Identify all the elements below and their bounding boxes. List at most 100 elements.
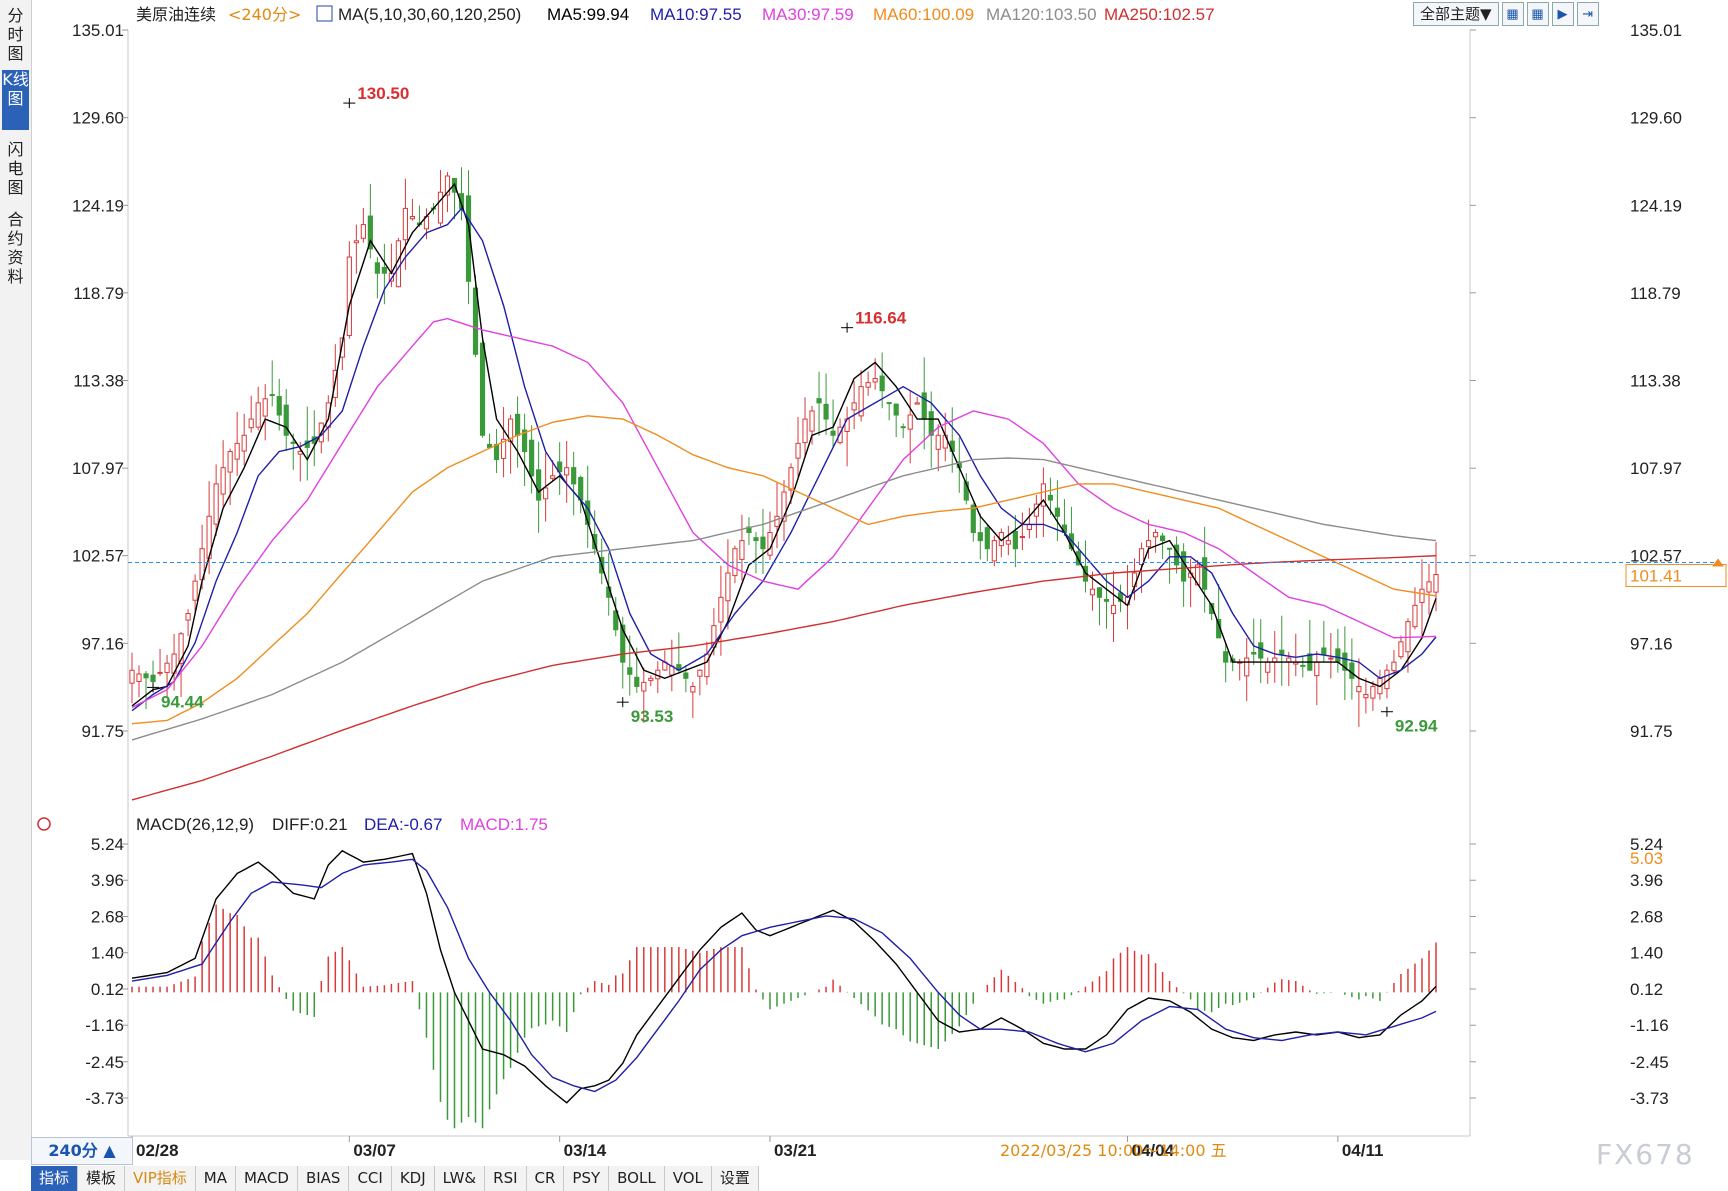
candle-body[interactable] (290, 441, 296, 444)
arrow-end-icon[interactable]: ⇥ (1576, 2, 1599, 26)
candle-body[interactable] (865, 382, 871, 388)
candle-body[interactable] (935, 434, 941, 450)
candle-body[interactable] (346, 256, 352, 337)
tab-flash[interactable]: 闪电图 (7, 140, 24, 197)
candle-body[interactable] (781, 491, 787, 522)
candle-body[interactable] (276, 396, 282, 416)
candle-body[interactable] (536, 469, 542, 501)
candle-body[interactable] (753, 537, 759, 542)
candle-body[interactable] (809, 410, 815, 432)
grid-icon[interactable]: ▦ (1526, 2, 1549, 26)
candle-body[interactable] (437, 191, 444, 224)
candle-body[interactable] (1103, 598, 1110, 602)
candle-body[interactable] (1005, 540, 1011, 545)
candle-body[interactable] (1244, 657, 1250, 677)
candle-body[interactable] (1328, 657, 1334, 660)
indicator-tab-2[interactable]: VIP指标 (125, 1166, 196, 1191)
candle-body[interactable] (129, 669, 135, 684)
candle-body[interactable] (1426, 581, 1432, 593)
candle-body[interactable] (1047, 494, 1054, 501)
candle-body[interactable] (353, 240, 359, 244)
candle-body[interactable] (816, 398, 822, 404)
indicator-tab-14[interactable]: 设置 (711, 1166, 759, 1191)
candle-body[interactable] (851, 402, 857, 411)
candle-body[interactable] (500, 438, 507, 459)
candle-body[interactable] (493, 443, 500, 461)
candle-body[interactable] (690, 685, 696, 693)
candle-body[interactable] (192, 580, 198, 601)
indicator-tab-1[interactable]: 模板 (78, 1166, 126, 1191)
candle-body[interactable] (963, 481, 969, 501)
candle-body[interactable] (1166, 547, 1173, 550)
indicator-tab-13[interactable]: VOL (664, 1166, 712, 1191)
indicator-tab-10[interactable]: CR (526, 1166, 565, 1191)
candle-body[interactable] (1419, 588, 1425, 603)
candle-body[interactable] (725, 572, 731, 602)
candle-body[interactable] (1314, 661, 1320, 677)
indicator-tab-0[interactable]: 指标 (31, 1166, 79, 1191)
candle-body[interactable] (704, 653, 710, 678)
candle-body[interactable] (374, 262, 380, 274)
candle-body[interactable] (613, 610, 619, 631)
candle-body[interactable] (1363, 694, 1369, 699)
period-button[interactable]: 240分 ▲ (31, 1137, 133, 1165)
indicator-tab-12[interactable]: BOLL (609, 1166, 665, 1191)
candle-body[interactable] (529, 439, 535, 477)
candle-body[interactable] (830, 430, 836, 436)
candle-body[interactable] (325, 402, 331, 428)
candle-body[interactable] (907, 414, 913, 430)
candle-body[interactable] (143, 673, 149, 679)
candle-body[interactable] (921, 392, 927, 420)
candle-body[interactable] (409, 216, 416, 220)
candle-body[interactable] (697, 669, 703, 677)
candle-body[interactable] (1110, 604, 1117, 615)
candle-body[interactable] (1258, 642, 1264, 659)
candle-body[interactable] (283, 404, 289, 436)
candle-body[interactable] (360, 224, 366, 239)
candle-body[interactable] (1138, 548, 1145, 566)
candle-body[interactable] (823, 403, 829, 420)
candle-body[interactable] (1356, 685, 1362, 693)
candle-body[interactable] (339, 337, 345, 358)
candle-body[interactable] (367, 215, 373, 250)
candle-body[interactable] (1145, 540, 1152, 548)
candle-body[interactable] (879, 375, 885, 392)
theme-dropdown[interactable]: 全部主题▼ (1413, 2, 1499, 26)
arrow-right-icon[interactable]: ▶ (1551, 2, 1574, 26)
candle-body[interactable] (178, 633, 184, 664)
candle-body[interactable] (1300, 664, 1306, 667)
candle-body[interactable] (634, 676, 640, 687)
candle-body[interactable] (578, 476, 584, 501)
candle-body[interactable] (262, 398, 268, 417)
candle-body[interactable] (444, 175, 451, 196)
indicator-tab-4[interactable]: MACD (235, 1166, 298, 1191)
candle-body[interactable] (1433, 573, 1439, 593)
candle-body[interactable] (837, 426, 843, 444)
candle-body[interactable] (557, 461, 563, 473)
candle-body[interactable] (136, 673, 142, 682)
indicator-tab-9[interactable]: RSI (485, 1166, 527, 1191)
candle-body[interactable] (1054, 507, 1061, 517)
grid-icon[interactable]: ▦ (1501, 2, 1524, 26)
candle-body[interactable] (185, 613, 191, 621)
candle-body[interactable] (788, 467, 794, 491)
tab-contract-info[interactable]: 合约资料 (7, 210, 24, 286)
tab-kline[interactable]: K线图 (2, 70, 29, 130)
candle-body[interactable] (255, 402, 261, 428)
candle-body[interactable] (1286, 657, 1292, 663)
candle-body[interactable] (571, 467, 577, 485)
candle-body[interactable] (157, 671, 163, 674)
candle-body[interactable] (1089, 588, 1096, 596)
candle-body[interactable] (1251, 651, 1257, 655)
indicator-tab-3[interactable]: MA (195, 1166, 236, 1191)
candle-body[interactable] (1349, 662, 1355, 679)
candle-body[interactable] (248, 418, 254, 429)
indicator-tab-6[interactable]: CCI (349, 1166, 392, 1191)
candle-body[interactable] (928, 411, 934, 436)
candle-body[interactable] (522, 429, 528, 452)
candle-body[interactable] (234, 442, 240, 460)
candle-body[interactable] (381, 266, 387, 274)
candle-body[interactable] (641, 681, 647, 692)
chart-canvas[interactable]: 美原油连续 <240分> MA(5,10,30,60,120,250) MA5:99.… (0, 0, 1728, 1166)
candle-body[interactable] (550, 475, 556, 479)
